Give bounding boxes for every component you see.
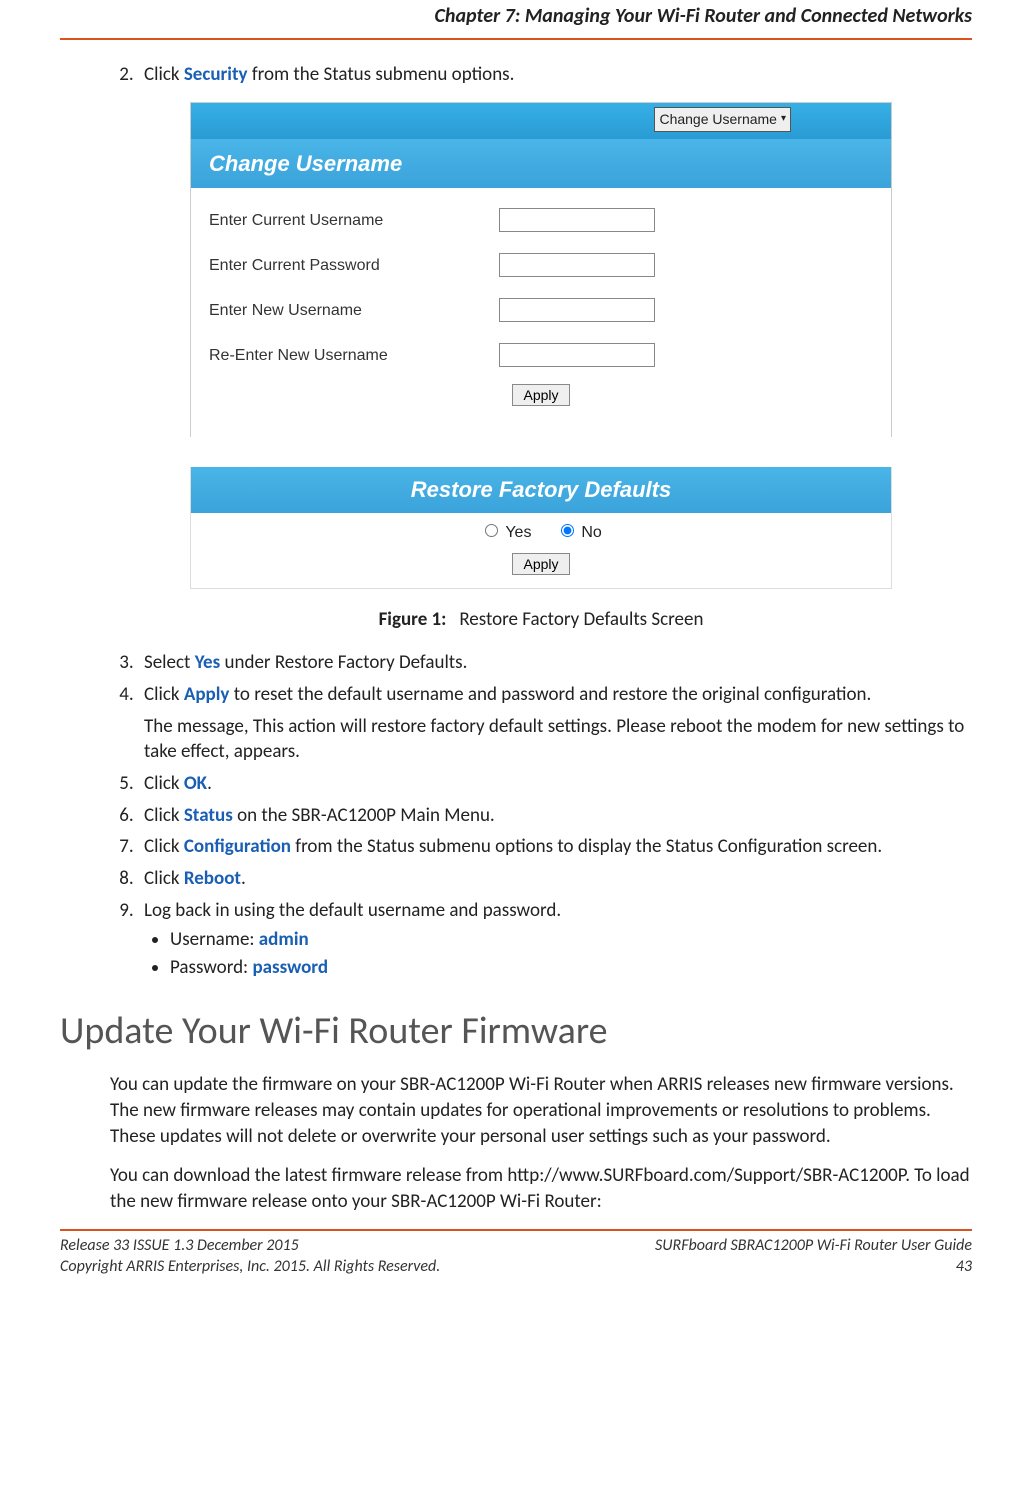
step-4-post: to reset the default username and passwo… bbox=[229, 683, 871, 706]
step-8-pre: Click bbox=[144, 867, 184, 890]
step-3-pre: Select bbox=[144, 651, 195, 674]
footer-page-number: 43 bbox=[655, 1256, 972, 1278]
header-rule bbox=[60, 38, 972, 40]
step-2: Click Security from the Status submenu o… bbox=[138, 62, 972, 88]
step-2-bold: Security bbox=[184, 63, 248, 86]
step-9: Log back in using the default username a… bbox=[138, 898, 972, 981]
step-9-text: Log back in using the default username a… bbox=[144, 899, 561, 922]
footer-guide-title: SURFboard SBR﻿AC1200P Wi-Fi Router User … bbox=[655, 1235, 972, 1257]
step-7: Click Configuration from the Status subm… bbox=[138, 834, 972, 860]
figure-wrap: Change Username ▾ Change Username Enter … bbox=[110, 102, 972, 589]
label-new-username: Enter New Username bbox=[209, 300, 499, 322]
figure-caption-text: Restore Factory Defaults Screen bbox=[459, 608, 703, 631]
footer-copyright: Copyright ARRIS Enterprises, Inc. 2015. … bbox=[60, 1256, 440, 1278]
firmware-heading: Update Your Wi-Fi Router Firmware bbox=[60, 1008, 972, 1054]
page-footer: Release 33 ISSUE 1.3 December 2015 Copyr… bbox=[60, 1235, 972, 1278]
step-5-bold: OK bbox=[184, 772, 207, 795]
step-6-post: on the SBR-AC1200P Main Menu. bbox=[233, 804, 495, 827]
username-label: Username: bbox=[170, 928, 259, 951]
label-current-username: Enter Current Username bbox=[209, 210, 499, 232]
radio-yes-text: Yes bbox=[505, 524, 531, 541]
row-current-username: Enter Current Username bbox=[209, 198, 873, 243]
step-4: Click Apply to reset the default usernam… bbox=[138, 682, 972, 765]
input-current-username[interactable] bbox=[499, 208, 655, 232]
restore-radio-row: Yes No bbox=[191, 513, 891, 548]
step-3-post: under Restore Factory Defaults. bbox=[220, 651, 467, 674]
label-reenter-username: Re-Enter New Username bbox=[209, 345, 499, 367]
step-8-post: . bbox=[241, 867, 246, 890]
step-7-post: from the Status submenu options to displ… bbox=[291, 835, 882, 858]
figure-caption: Figure 1: Restore Factory Defaults Scree… bbox=[110, 607, 972, 633]
step-6: Click Status on the SBR-AC1200P Main Men… bbox=[138, 803, 972, 829]
step-4-pre: Click bbox=[144, 683, 184, 706]
input-current-password[interactable] bbox=[499, 253, 655, 277]
chapter-title: Chapter 7: Managing Your Wi-Fi Router an… bbox=[60, 0, 972, 28]
apply-button-username[interactable]: Apply bbox=[512, 384, 569, 406]
change-username-title: Change Username bbox=[191, 139, 891, 189]
figure-label: Figure 1: bbox=[379, 608, 447, 631]
label-current-password: Enter Current Password bbox=[209, 255, 499, 277]
step-4-bold: Apply bbox=[184, 683, 230, 706]
footer-rule bbox=[60, 1229, 972, 1231]
step-2-post: from the Status submenu options. bbox=[248, 63, 515, 86]
input-reenter-username[interactable] bbox=[499, 343, 655, 367]
chevron-down-icon: ▾ bbox=[781, 112, 786, 126]
step-8: Click Reboot. bbox=[138, 866, 972, 892]
bullet-username: Username: admin bbox=[170, 927, 972, 953]
radio-no[interactable] bbox=[561, 524, 574, 537]
footer-release: Release 33 ISSUE 1.3 December 2015 bbox=[60, 1235, 440, 1257]
radio-yes-label[interactable]: Yes bbox=[480, 524, 531, 541]
step-4-sub: The message, This action will restore fa… bbox=[144, 714, 972, 765]
step-5-pre: Click bbox=[144, 772, 184, 795]
radio-no-text: No bbox=[581, 524, 601, 541]
apply-button-restore[interactable]: Apply bbox=[512, 553, 569, 575]
step-2-pre: Click bbox=[144, 63, 184, 86]
firmware-p1: You can update the firmware on your SBR-… bbox=[110, 1072, 972, 1149]
step-5: Click OK. bbox=[138, 771, 972, 797]
input-new-username[interactable] bbox=[499, 298, 655, 322]
step-6-bold: Status bbox=[184, 804, 233, 827]
step-3: Select Yes under Restore Factory Default… bbox=[138, 650, 972, 676]
step-6-pre: Click bbox=[144, 804, 184, 827]
username-value: admin bbox=[259, 928, 309, 951]
step-7-bold: Configuration bbox=[184, 835, 291, 858]
step-5-post: . bbox=[207, 772, 212, 795]
step-3-bold: Yes bbox=[195, 651, 221, 674]
password-label: Password: bbox=[170, 956, 252, 979]
dropdown-label: Change Username bbox=[659, 110, 777, 129]
radio-yes[interactable] bbox=[485, 524, 498, 537]
top-bar: Change Username ▾ bbox=[191, 103, 891, 139]
step-7-pre: Click bbox=[144, 835, 184, 858]
step-8-bold: Reboot bbox=[184, 867, 241, 890]
firmware-p2: You can download the latest firmware rel… bbox=[110, 1163, 972, 1214]
restore-defaults-title: Restore Factory Defaults bbox=[191, 467, 891, 513]
bullet-password: Password: password bbox=[170, 955, 972, 981]
change-username-dropdown[interactable]: Change Username ▾ bbox=[654, 107, 791, 132]
radio-no-label[interactable]: No bbox=[556, 524, 602, 541]
password-value: password bbox=[252, 956, 328, 979]
row-reenter-username: Re-Enter New Username bbox=[209, 333, 873, 378]
change-username-panel: Change Username ▾ Change Username Enter … bbox=[190, 102, 892, 437]
row-new-username: Enter New Username bbox=[209, 288, 873, 333]
restore-defaults-panel: Restore Factory Defaults Yes No Apply bbox=[190, 467, 892, 589]
row-current-password: Enter Current Password bbox=[209, 243, 873, 288]
